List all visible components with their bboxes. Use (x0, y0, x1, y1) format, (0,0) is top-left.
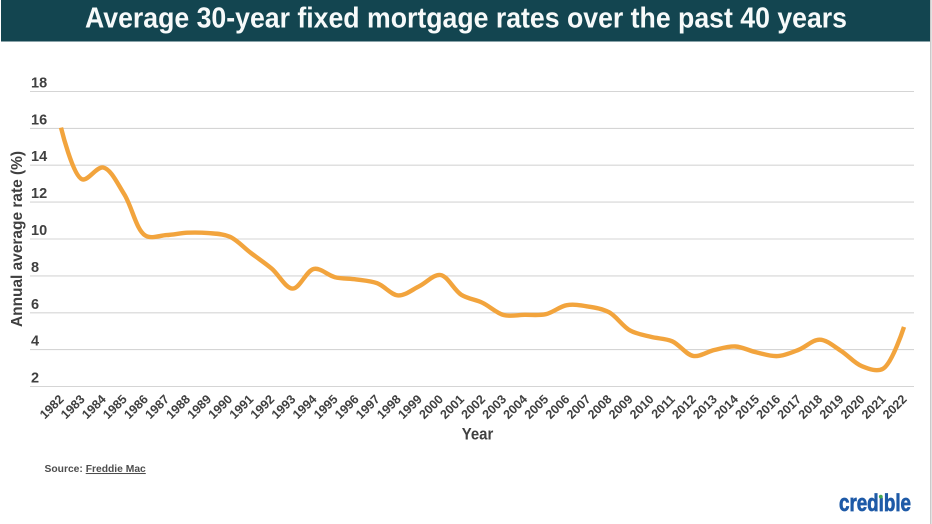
svg-text:Year: Year (462, 426, 494, 444)
svg-text:16: 16 (31, 112, 47, 128)
svg-text:10: 10 (31, 223, 47, 239)
svg-text:2: 2 (31, 371, 39, 387)
svg-text:6: 6 (31, 297, 39, 313)
svg-text:Annual average rate (%): Annual average rate (%) (9, 151, 26, 327)
svg-text:12: 12 (31, 186, 47, 202)
svg-text:14: 14 (31, 149, 47, 165)
svg-text:18: 18 (31, 76, 47, 92)
svg-text:Source: Freddie Mac: Source: Freddie Mac (45, 464, 147, 475)
svg-text:4: 4 (31, 334, 39, 350)
svg-text:Average 30-year fixed mortgage: Average 30-year fixed mortgage rates ove… (85, 3, 847, 35)
svg-text:credıble: credıble (839, 490, 911, 517)
svg-text:8: 8 (31, 260, 39, 276)
